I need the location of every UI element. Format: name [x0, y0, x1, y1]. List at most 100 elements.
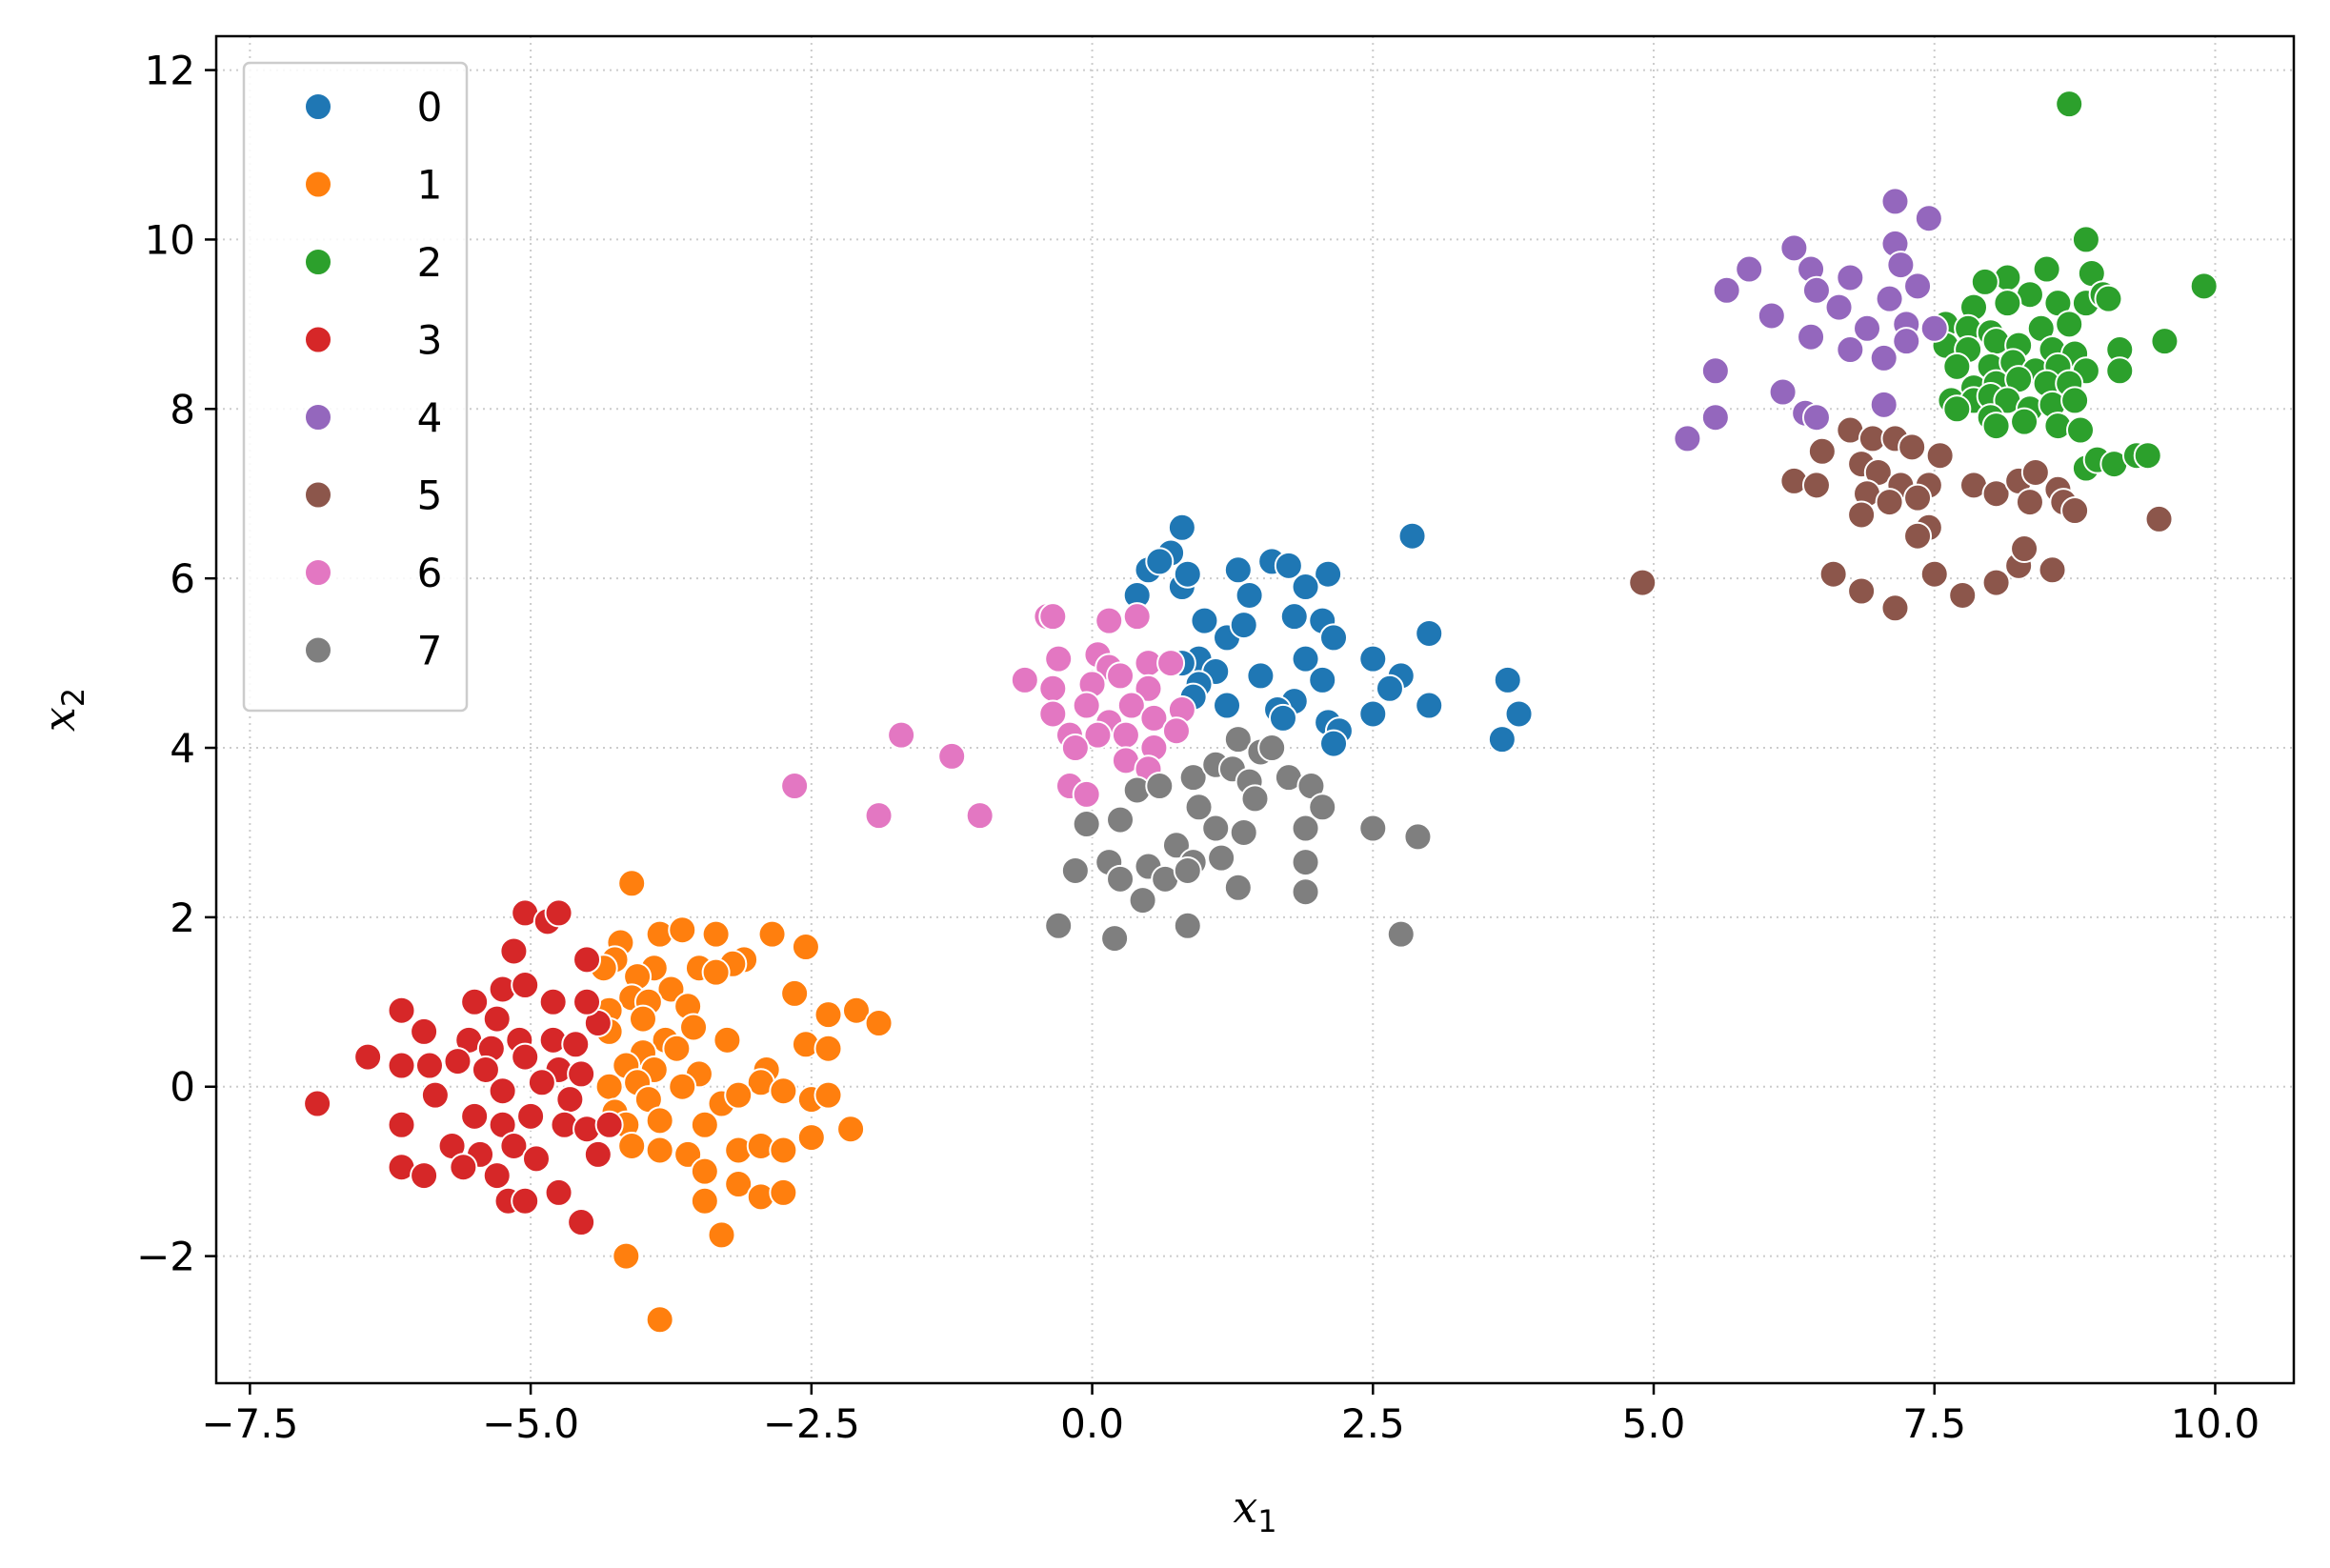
point-s6-24 [1161, 716, 1191, 746]
point-s4-11 [1875, 284, 1904, 313]
point-s7-28 [1106, 864, 1135, 894]
point-s0-6 [1173, 559, 1202, 589]
point-s3-4 [387, 1051, 416, 1080]
point-s1-6 [757, 919, 787, 949]
point-s5-26 [1903, 521, 1933, 551]
point-s6-15 [1072, 691, 1101, 720]
legend-label-5: 5 [417, 472, 443, 519]
point-s3-9 [410, 1161, 439, 1191]
point-s6-29 [1072, 779, 1101, 809]
point-s6-13 [1134, 673, 1163, 703]
point-s1-36 [594, 1072, 624, 1101]
series-0-points [1122, 513, 1534, 758]
y-tick-label-6: 10 [145, 216, 195, 263]
point-s7-36 [1173, 911, 1202, 940]
point-s1-29 [662, 1034, 692, 1063]
point-s6-33 [864, 801, 894, 831]
point-s0-24 [1308, 665, 1337, 694]
legend-label-4: 4 [417, 394, 443, 441]
legend-marker-0 [304, 92, 332, 121]
point-s5-19 [2020, 457, 2050, 487]
point-s3-12 [511, 971, 540, 1000]
legend-item-6: 6 [304, 550, 442, 596]
point-s6-8 [1156, 649, 1186, 678]
point-s5-24 [1847, 500, 1877, 530]
point-s4-10 [1712, 275, 1741, 305]
point-s7-2 [1257, 734, 1287, 763]
point-s0-17 [1229, 611, 1258, 640]
point-s5-31 [1948, 580, 1978, 610]
series-4-points [1673, 187, 1949, 453]
point-s3-1 [353, 1042, 383, 1072]
legend-label-0: 0 [417, 84, 443, 131]
series-5-points [1628, 415, 2174, 623]
point-s3-50 [544, 1177, 573, 1207]
legend-marker-3 [304, 325, 332, 354]
series-1-points [589, 869, 894, 1335]
point-s1-25 [841, 995, 871, 1025]
point-s5-28 [1847, 576, 1877, 606]
y-tick-label-2: 2 [170, 895, 195, 941]
point-s2-45 [2060, 386, 2090, 415]
point-s4-22 [1768, 377, 1798, 407]
legend-label-7: 7 [417, 628, 443, 674]
point-s1-56 [769, 1136, 798, 1165]
point-s0-37 [1358, 699, 1388, 729]
point-s3-35 [460, 1101, 490, 1131]
point-s1-14 [701, 957, 731, 987]
point-s3-46 [449, 1153, 478, 1182]
point-s3-37 [516, 1101, 546, 1131]
point-s1-35 [813, 1034, 843, 1063]
point-s3-3 [410, 1016, 439, 1046]
point-s4-4 [1735, 254, 1764, 284]
point-s1-12 [656, 975, 686, 1004]
point-s4-13 [1824, 292, 1854, 322]
point-s4-14 [1853, 313, 1882, 343]
point-s2-11 [2094, 284, 2123, 313]
legend-item-3: 3 [304, 317, 442, 364]
point-s7-27 [1060, 855, 1090, 885]
legend-item-7: 7 [304, 628, 443, 674]
point-s6-2 [1095, 606, 1124, 635]
y-tick-label-1: 0 [170, 1064, 195, 1111]
point-s0-18 [1319, 623, 1349, 653]
point-s7-18 [1229, 817, 1258, 847]
point-s1-47 [645, 1106, 674, 1136]
legend-marker-5 [304, 480, 332, 510]
point-s6-12 [1106, 661, 1135, 691]
legend-label-2: 2 [417, 239, 443, 286]
point-s7-32 [1223, 873, 1253, 902]
point-s2-56 [2133, 441, 2162, 471]
x-axis-label-text: x1 [1233, 1481, 1276, 1539]
point-s1-53 [673, 1139, 703, 1169]
point-s7-14 [1072, 810, 1101, 839]
scatter-points [303, 90, 2219, 1335]
point-s3-18 [572, 945, 602, 975]
point-s6-32 [780, 772, 810, 801]
point-s0-38 [1397, 521, 1427, 551]
y-tick-label-5: 8 [170, 386, 195, 432]
y-tick-label-0: −2 [136, 1234, 195, 1280]
point-s1-38 [668, 1072, 697, 1101]
point-s6-31 [937, 741, 967, 771]
legend-marker-1 [304, 170, 332, 199]
point-s0-22 [1246, 661, 1275, 691]
point-s1-3 [701, 919, 731, 949]
point-s0-3 [1145, 547, 1175, 576]
point-s4-9 [1801, 275, 1831, 305]
point-s5-29 [1880, 593, 1910, 623]
point-s4-18 [1836, 335, 1865, 365]
point-s3-51 [567, 1208, 596, 1237]
point-s4-6 [1836, 263, 1865, 292]
point-s1-57 [690, 1156, 719, 1186]
point-s0-25 [1358, 644, 1388, 673]
point-s2-5 [1970, 267, 1999, 296]
point-s3-31 [567, 1059, 596, 1089]
point-s6-3 [1122, 602, 1152, 632]
point-s4-17 [1797, 322, 1826, 352]
point-s3-49 [511, 1186, 540, 1216]
point-s7-33 [1291, 877, 1320, 907]
point-s7-15 [1106, 805, 1135, 834]
point-s5-36 [2144, 504, 2174, 533]
point-s2-18 [2055, 310, 2084, 339]
